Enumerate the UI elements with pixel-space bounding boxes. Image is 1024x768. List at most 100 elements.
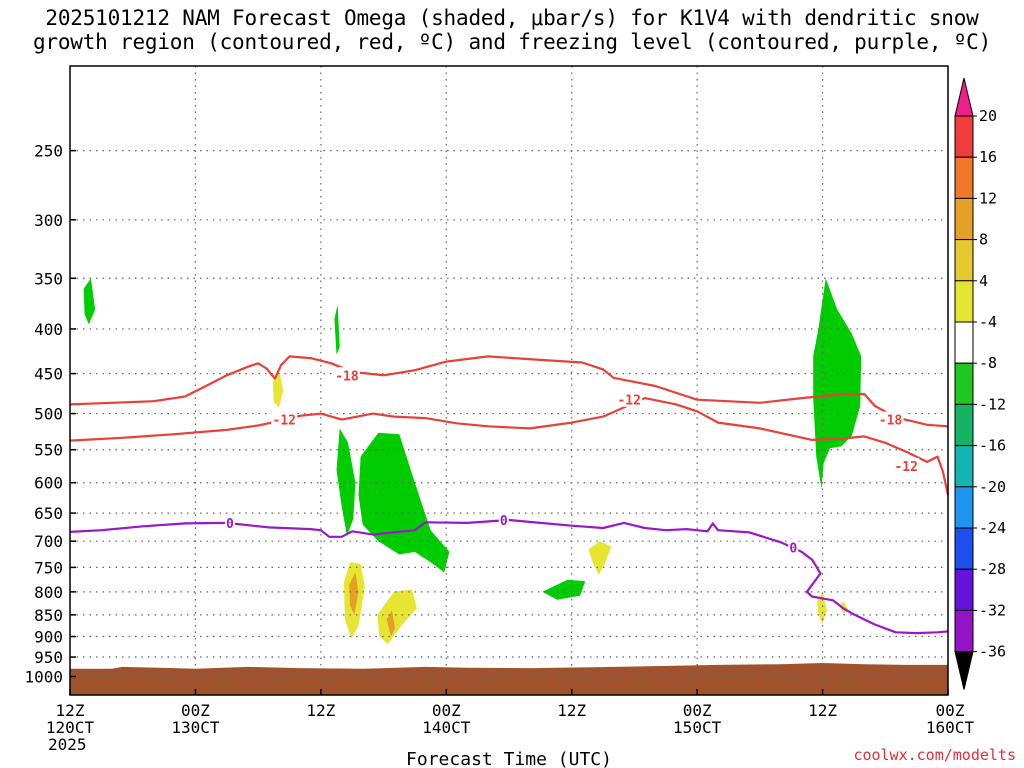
chart-title-line-2: growth region (contoured, red, ºC) and f…	[32, 30, 992, 54]
y-tick-label-600: 600	[34, 474, 63, 493]
omega-shading	[83, 278, 862, 644]
x-tick-label-5-2: 150CT	[673, 718, 722, 737]
contour-label-bg	[224, 514, 235, 530]
omega-region-down-5	[542, 579, 586, 600]
chart-title: 2025101212 NAM Forecast Omega (shaded, μ…	[0, 6, 1024, 54]
y-tick-label-300: 300	[34, 211, 63, 230]
y-tick-label-400: 400	[34, 320, 63, 339]
x-tick-label-0-2: 120CT	[46, 718, 95, 737]
contour-label-bg	[877, 411, 904, 427]
colorbar-box-10	[954, 486, 974, 529]
omega-region-down-4	[358, 432, 450, 573]
colorbar-label-9: -16	[979, 437, 1006, 455]
contour-label-bg	[271, 411, 298, 427]
contour-line--18	[69, 355, 949, 428]
y-tick-label-1000: 1000	[24, 667, 63, 686]
x-tick-label-1-2: 130CT	[171, 718, 220, 737]
contour-label--12-3: -12	[894, 460, 917, 475]
contour-label-0-1: 0	[226, 517, 234, 532]
colorbar-label-13: -32	[979, 601, 1006, 619]
x-axis-label: Forecast Time (UTC)	[406, 749, 612, 768]
y-tick-label-250: 250	[34, 142, 63, 161]
colorbar-arrow-top	[954, 77, 974, 117]
colorbar-box-11	[954, 527, 974, 570]
colorbar-label-10: -20	[979, 478, 1006, 496]
contour-lines: -18 -18 -12 -12 -12 0 0 0	[69, 355, 950, 635]
x-tick-label-7-1: 00Z	[936, 701, 965, 720]
colorbar-label-7: -8	[979, 354, 997, 372]
contour-label-bg	[498, 512, 509, 528]
colorbar-arrow-bottom	[954, 651, 974, 690]
chart-title-line-1: 2025101212 NAM Forecast Omega (shaded, μ…	[45, 6, 979, 30]
omega-region-up-14	[386, 610, 396, 637]
colorbar-box-13	[954, 609, 974, 653]
terrain-layer	[70, 663, 948, 695]
colorbar-box-8	[954, 403, 974, 447]
contour-label--18-1: -18	[335, 369, 359, 384]
colorbar-box-3	[954, 197, 974, 241]
colorbar-label-6: -4	[979, 313, 997, 331]
grid-lines	[70, 66, 948, 695]
contour-label--18-2: -18	[879, 414, 903, 429]
colorbar-label-12: -28	[979, 560, 1006, 578]
colorbar-label-1: 20	[979, 107, 997, 125]
y-tick-label-500: 500	[34, 405, 63, 424]
y-tick-label-900: 900	[34, 628, 63, 647]
y-tick-label-450: 450	[34, 365, 63, 384]
x-tick-label-2-1: 12Z	[306, 701, 335, 720]
y-tick-label-350: 350	[34, 269, 63, 288]
x-tick-label-0-3: 2025	[48, 735, 87, 754]
contour-label-0-2: 0	[500, 514, 508, 529]
contour-label-bg	[893, 457, 920, 473]
credit-text: coolwx.com/modelts	[853, 746, 1016, 764]
contour-label-bg	[788, 539, 799, 555]
omega-region-down-6	[813, 278, 862, 489]
plot-frame	[69, 65, 949, 696]
colorbar: 20 16 12 8 4 -4 -8 -12 -16 -20 -24 -28 -32 -36	[954, 77, 1006, 690]
colorbar-box-4	[954, 239, 974, 282]
colorbar-box-5	[954, 280, 974, 323]
colorbar-label-2: 16	[979, 148, 997, 166]
y-axis: 250 300 350 400 450 500 550 600 650 700 750 800 850 9…	[24, 142, 76, 686]
omega-region-up-7	[272, 370, 284, 408]
x-tick-label-5-1: 00Z	[683, 701, 712, 720]
colorbar-box-9	[954, 445, 974, 488]
colorbar-label-3: 12	[979, 189, 997, 207]
y-tick-label-700: 700	[34, 532, 63, 551]
contour-label-0-3: 0	[789, 542, 797, 557]
x-tick-label-6-1: 12Z	[808, 701, 837, 720]
x-tick-label-3-1: 00Z	[432, 701, 461, 720]
omega-region-up-9	[377, 589, 417, 644]
colorbar-label-5: 4	[979, 272, 988, 290]
y-tick-label-550: 550	[34, 441, 63, 460]
omega-region-down-1	[83, 278, 96, 325]
contour-label-bg	[616, 391, 643, 407]
colorbar-label-8: -12	[979, 395, 1006, 413]
y-tick-label-950: 950	[34, 648, 63, 667]
terrain-fill	[70, 663, 948, 695]
y-tick-label-800: 800	[34, 583, 63, 602]
colorbar-label-14: -36	[979, 643, 1006, 661]
colorbar-box-12	[954, 568, 974, 611]
contour-label--12-2: -12	[617, 394, 640, 409]
contour-line-0	[69, 518, 949, 635]
colorbar-box-1	[954, 115, 974, 158]
x-tick-label-7-2: 160CT	[926, 718, 975, 737]
omega-region-up-10	[588, 541, 612, 575]
colorbar-label-11: -24	[979, 519, 1006, 537]
y-tick-label-650: 650	[34, 504, 63, 523]
omega-region-down-3	[336, 428, 356, 536]
omega-region-up-13	[349, 572, 359, 615]
x-tick-label-1-1: 00Z	[181, 701, 210, 720]
x-tick-label-4-1: 12Z	[557, 701, 586, 720]
x-tick-label-0-1: 12Z	[56, 701, 85, 720]
colorbar-box-2	[954, 156, 974, 199]
y-tick-label-750: 750	[34, 558, 63, 577]
contour-label--12-1: -12	[273, 414, 296, 429]
x-tick-label-3-2: 140CT	[422, 718, 471, 737]
y-tick-label-850: 850	[34, 606, 63, 625]
contour-label-bg	[333, 367, 360, 383]
colorbar-label-4: 8	[979, 231, 988, 249]
